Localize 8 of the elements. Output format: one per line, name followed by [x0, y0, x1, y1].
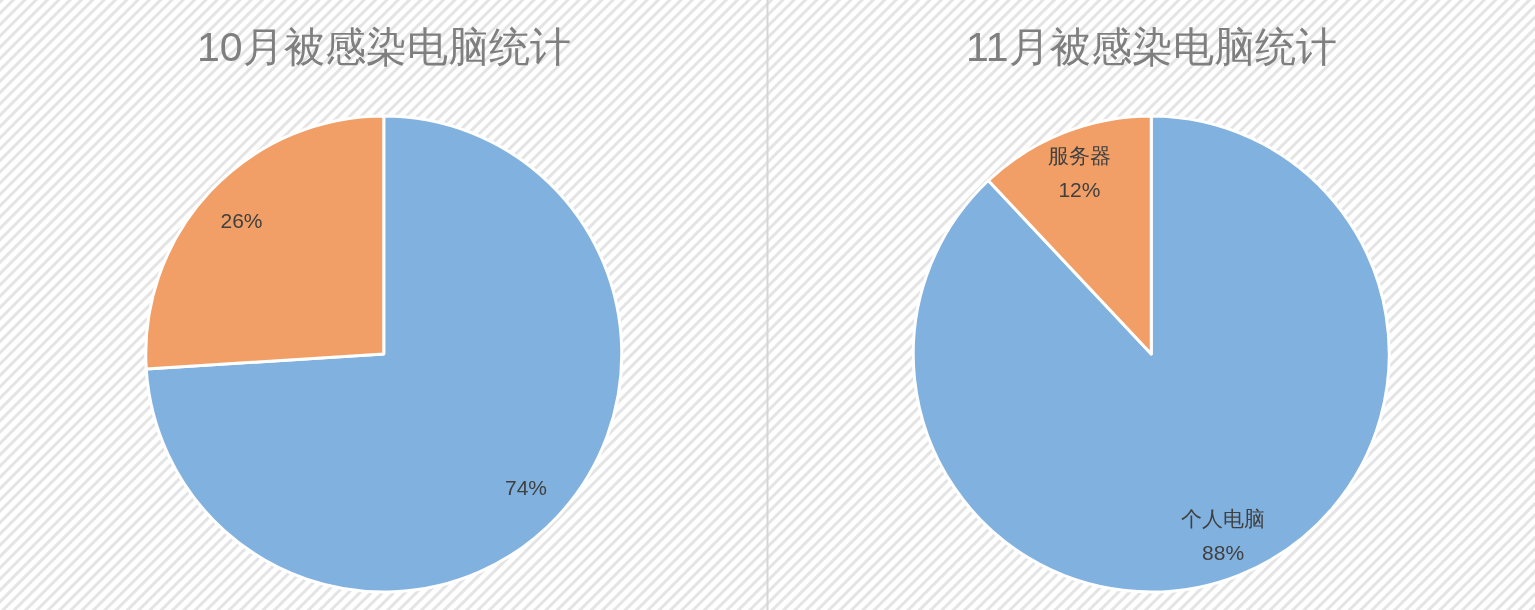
data-label: 12% [1058, 178, 1101, 202]
data-label: 88% [1202, 540, 1245, 564]
chart-title: 10月被感染电脑统计 [196, 24, 571, 70]
data-label: 74% [505, 476, 548, 500]
data-label: 26% [220, 208, 263, 232]
chart-title: 11月被感染电脑统计 [965, 24, 1337, 70]
slice-label: 服务器 [1047, 144, 1111, 168]
slice-label: 个人电脑 [1181, 506, 1266, 530]
